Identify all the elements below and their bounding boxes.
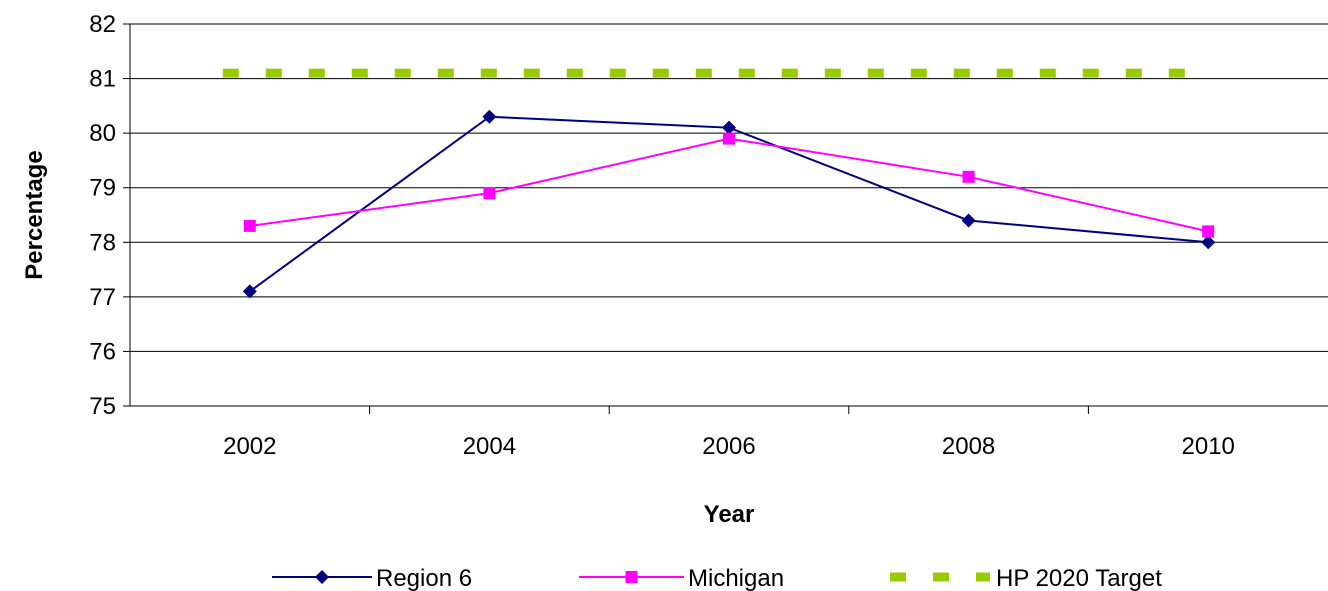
- x-tick-label: 2006: [702, 433, 755, 460]
- y-tick-label: 81: [89, 66, 116, 93]
- data-point: [1202, 225, 1215, 238]
- data-point: [482, 109, 497, 124]
- y-tick-label: 82: [89, 11, 116, 38]
- legend-item: Michigan: [579, 565, 784, 591]
- legend-label: Region 6: [376, 565, 472, 591]
- y-tick-label: 79: [89, 175, 116, 202]
- axes: [123, 23, 1328, 414]
- series-line: [249, 137, 1209, 233]
- legend-item: Region 6: [272, 565, 472, 591]
- x-axis-title: Year: [704, 501, 755, 528]
- legend-item: HP 2020 Target: [890, 565, 1162, 591]
- y-tick-label: 77: [89, 284, 116, 311]
- data-point: [722, 120, 736, 135]
- y-tick-label: 76: [89, 338, 116, 365]
- x-tick-label: 2002: [223, 433, 276, 460]
- legend-label: Michigan: [688, 565, 784, 591]
- data-point: [961, 213, 976, 228]
- legend-label: HP 2020 Target: [996, 565, 1162, 591]
- data-point: [723, 132, 735, 145]
- data-point: [242, 284, 257, 299]
- series-michigan: [243, 132, 1215, 238]
- y-tick-label: 75: [89, 393, 116, 420]
- y-tick-label: 78: [89, 229, 116, 256]
- legend-marker: [625, 571, 638, 583]
- x-tick-label: 2010: [1182, 433, 1235, 460]
- legend-marker: [315, 570, 329, 584]
- y-axis-title: Percentage: [21, 150, 48, 279]
- y-tick-label: 80: [89, 120, 116, 147]
- series-region-6: [242, 109, 1216, 299]
- x-tick-label: 2008: [942, 433, 995, 460]
- x-tick-label: 2004: [463, 433, 516, 460]
- data-point: [962, 170, 975, 183]
- data-point: [243, 219, 256, 232]
- data-point: [483, 187, 496, 200]
- series-layer: [222, 68, 1216, 299]
- data-point: [1201, 235, 1216, 250]
- y-tick-labels: 75 76 77 78 79 80 81 82: [89, 11, 116, 420]
- legend: Region 6 Michigan HP 2020 Target: [272, 565, 1162, 591]
- x-tick-labels: 2002 2004 2006 2008 2010: [223, 433, 1235, 460]
